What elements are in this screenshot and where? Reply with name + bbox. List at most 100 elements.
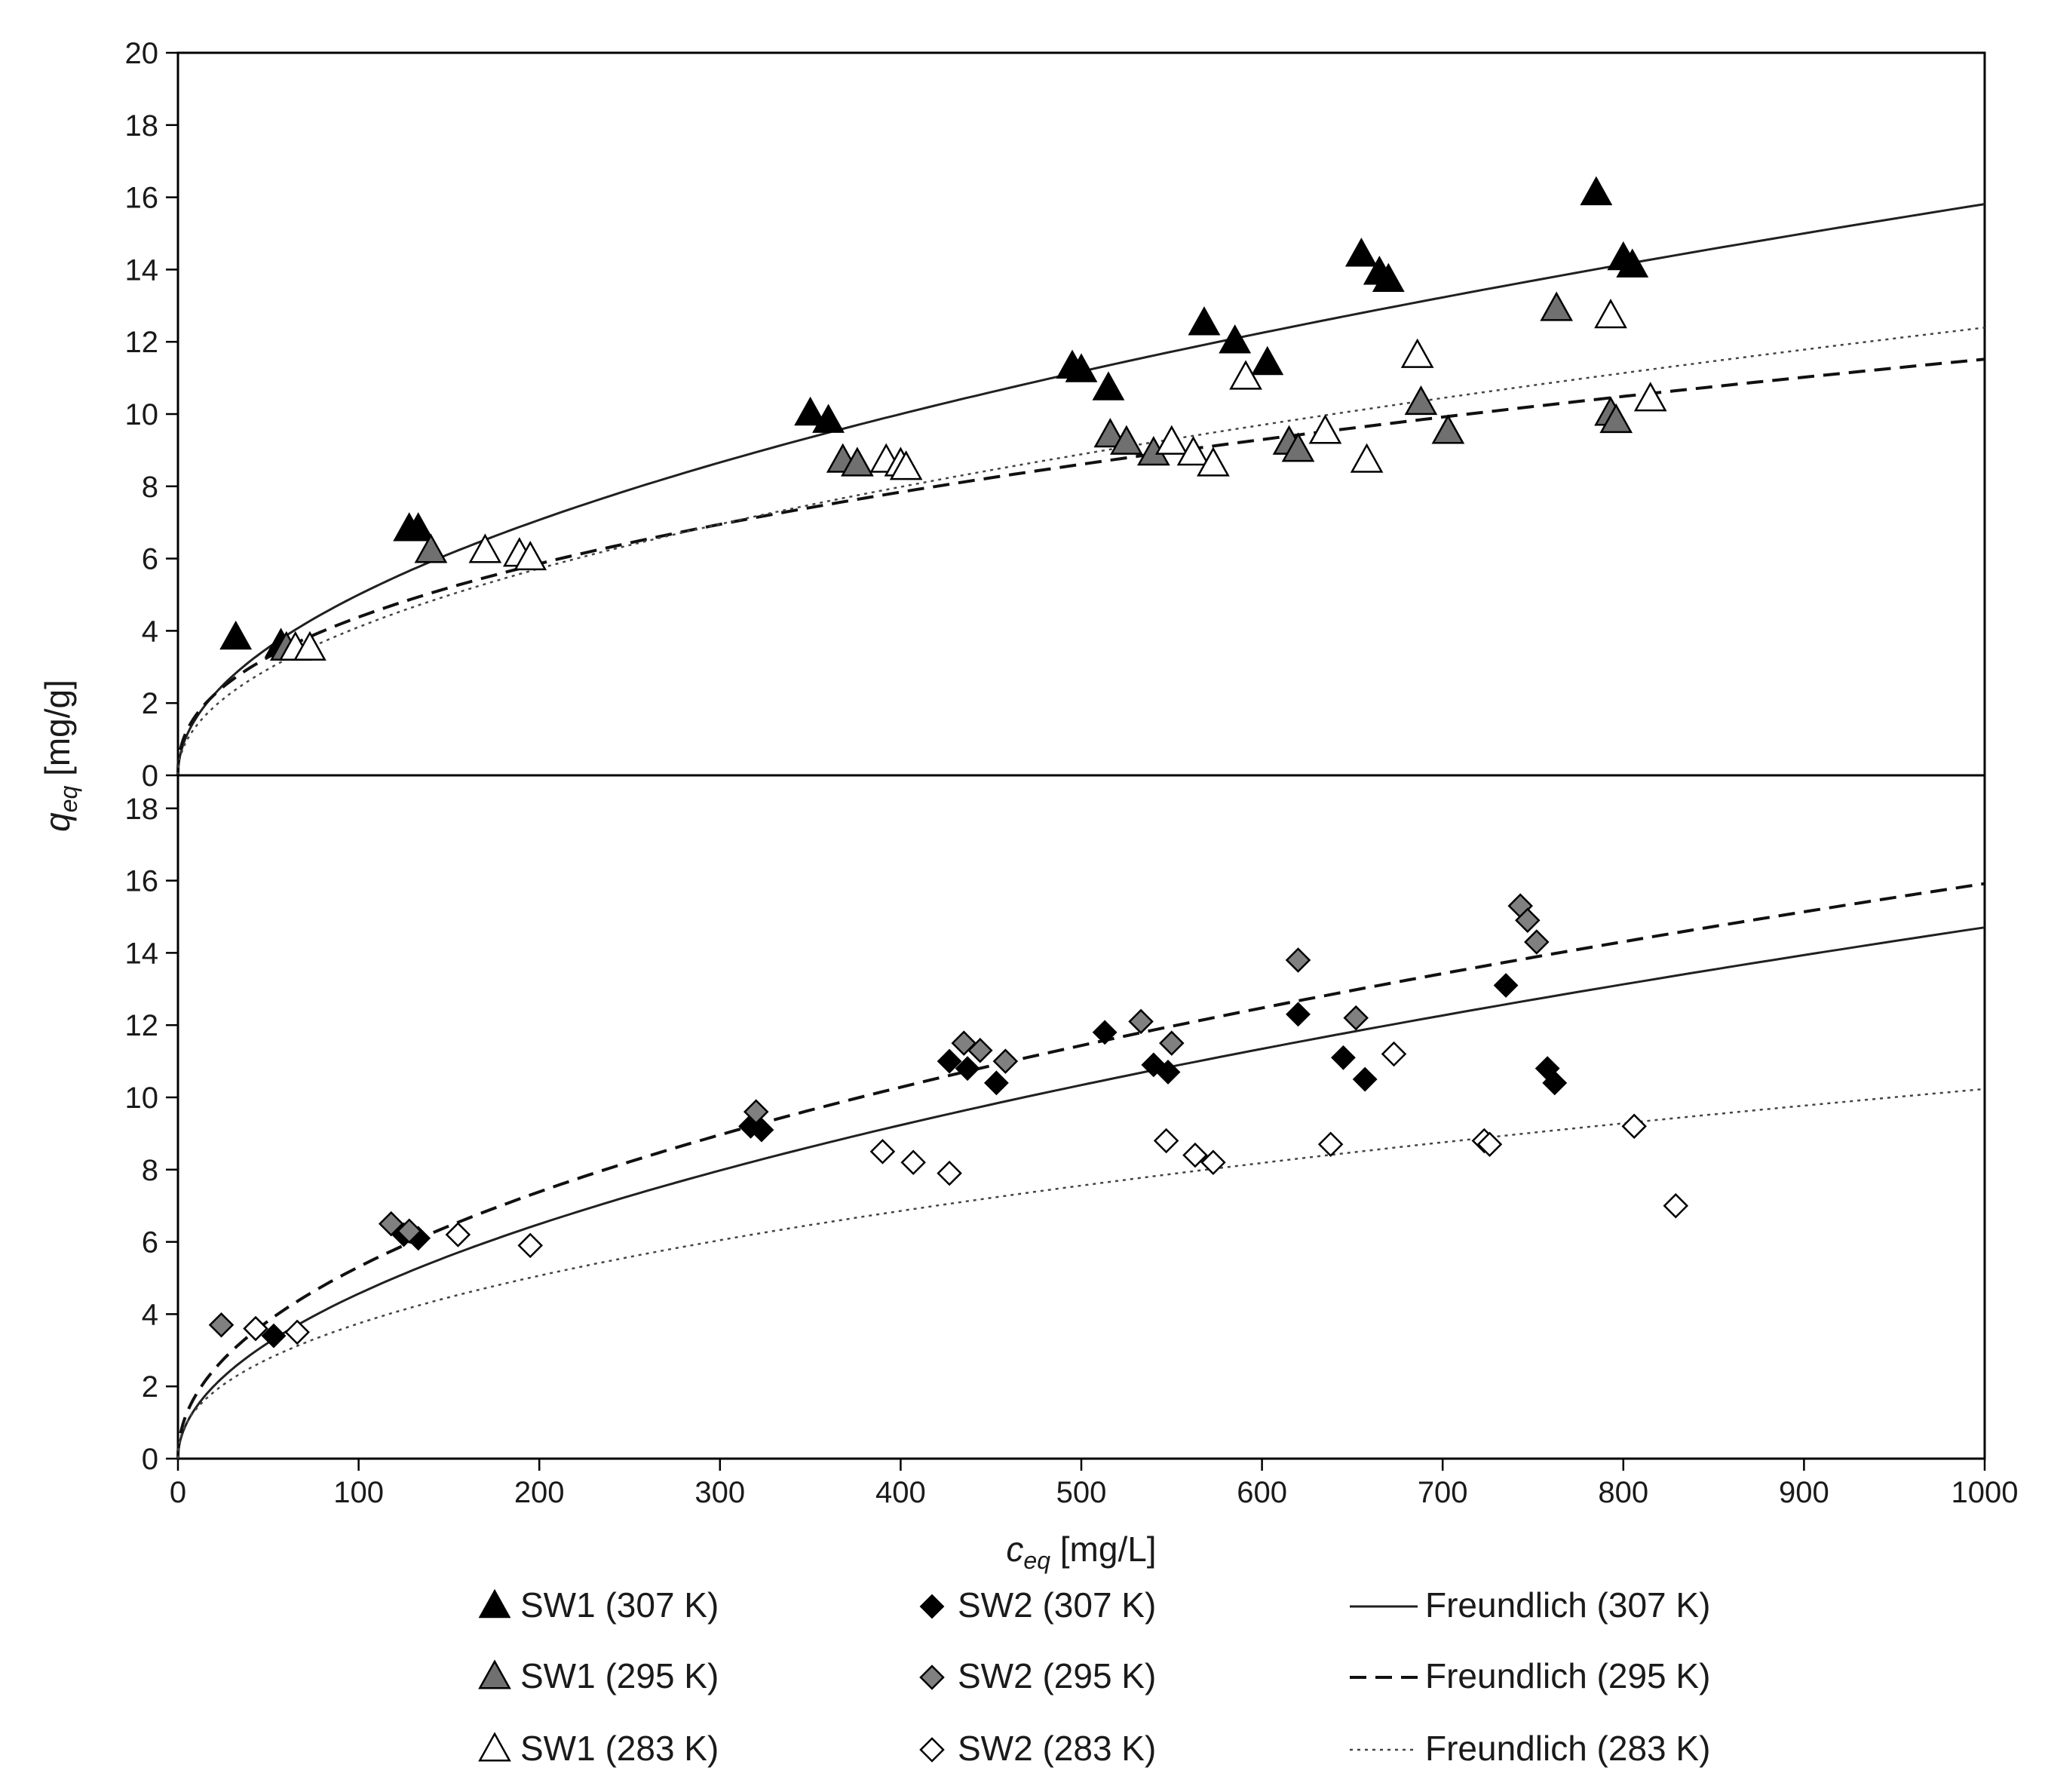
diamond-point: [1621, 1113, 1647, 1140]
diamond-point: [1153, 1128, 1179, 1154]
plot-frame-bottom: [176, 774, 1986, 1460]
y-tick-label: 12: [125, 326, 159, 359]
y-tick-label: 4: [142, 615, 158, 648]
diamond-point: [445, 1222, 471, 1247]
diamond-point: [937, 1048, 962, 1074]
diamond-point: [1182, 1142, 1208, 1168]
y-tick-label: 8: [142, 471, 158, 504]
x-tick-label: 900: [1779, 1476, 1829, 1509]
diamond-point: [955, 1056, 980, 1082]
triangle-point: [889, 450, 923, 480]
y-axis-title-main: q: [38, 812, 77, 832]
triangle-point: [1372, 262, 1405, 293]
plot-frame-top: [176, 51, 1986, 777]
diamond-point: [983, 1070, 1009, 1096]
diamond-point: [378, 1211, 404, 1237]
diamond-point: [900, 1149, 926, 1175]
triangle-point: [1594, 299, 1627, 329]
diamond-point: [869, 1139, 896, 1164]
y-tick-label: 14: [125, 253, 159, 287]
diamond-point: [1159, 1030, 1185, 1056]
x-axis-title-main: c: [1006, 1530, 1023, 1569]
y-axis-title-sub: eq: [55, 786, 82, 813]
triangle-point: [1344, 238, 1378, 267]
triangle-point: [414, 533, 448, 563]
y-axis-title-unit: [mg/g]: [38, 680, 77, 786]
triangle-point: [1110, 425, 1143, 455]
series-sw2-295-k-: [208, 893, 1550, 1338]
y-tick-label: 16: [125, 865, 159, 898]
x-tick-label: 300: [694, 1476, 745, 1509]
x-tick-label: 500: [1056, 1476, 1107, 1509]
diamond-point: [1542, 1070, 1568, 1096]
diamond-point: [243, 1315, 268, 1342]
x-tick-label: 1000: [1951, 1476, 2019, 1509]
y-tick-label: 2: [142, 1370, 158, 1404]
legend-swatch-triangle: [478, 1732, 511, 1762]
triangle-point: [1431, 414, 1465, 444]
x-tick-label: 200: [514, 1476, 565, 1509]
triangle-point: [1308, 414, 1342, 444]
fit-line-dotted: [176, 327, 1985, 776]
diamond-point: [937, 1160, 962, 1186]
triangle-point: [1219, 324, 1252, 354]
diamond-point: [743, 1099, 769, 1125]
diamond-point: [261, 1323, 287, 1349]
y-tick-label: 6: [142, 1226, 158, 1260]
triangle-point: [1229, 360, 1262, 390]
triangle-point: [1093, 418, 1127, 448]
legend: SW1 (307 K) SW1 (295 K) SW1 (283 K) SW2 (30…: [478, 1585, 1710, 1768]
diamond-point: [517, 1232, 543, 1259]
triangle-point: [1633, 382, 1667, 412]
y-tick-label: 12: [125, 1009, 159, 1042]
diamond-point: [1476, 1131, 1503, 1158]
triangle-point: [841, 446, 874, 477]
diamond-point: [967, 1037, 993, 1063]
legend-label: SW1 (295 K): [520, 1656, 719, 1695]
legend-swatch-diamond: [919, 1594, 945, 1619]
triangle-point: [293, 631, 327, 661]
diamond-point: [1155, 1060, 1181, 1085]
diamond-point: [1515, 907, 1541, 934]
triangle-point: [402, 512, 435, 542]
legend-label: Freundlich (283 K): [1425, 1729, 1710, 1768]
diamond-point: [1331, 1045, 1356, 1070]
legend-label: SW2 (283 K): [958, 1729, 1156, 1768]
x-tick-label: 800: [1598, 1476, 1648, 1509]
y-tick-label: 16: [125, 182, 159, 215]
diamond-point: [1343, 1005, 1369, 1031]
series-sw2-283-k-: [243, 1041, 1689, 1346]
triangle-point: [219, 620, 253, 650]
diamond-point: [1493, 973, 1519, 998]
fit-line-dashed: [176, 357, 1985, 776]
triangle-point: [514, 540, 547, 571]
triangle-point: [1251, 345, 1284, 376]
triangle-point: [812, 404, 845, 433]
y-tick-label: 18: [125, 793, 159, 826]
diamond-point: [1128, 1008, 1154, 1035]
triangle-point: [1580, 176, 1613, 206]
diamond-point: [1381, 1041, 1407, 1067]
diamond-point: [1286, 1002, 1311, 1027]
y-tick-label: 6: [142, 543, 158, 576]
y-tick-label: 0: [142, 1443, 158, 1476]
y-tick-label: 20: [125, 37, 159, 70]
triangle-point: [1154, 425, 1188, 455]
y-tick-label: 14: [125, 937, 159, 970]
diamond-point: [1285, 947, 1311, 973]
legend-label: SW2 (307 K): [958, 1585, 1156, 1625]
y-tick-label: 0: [142, 759, 158, 793]
triangle-point: [1188, 306, 1221, 336]
legend-label: Freundlich (307 K): [1425, 1585, 1710, 1625]
diamond-point: [1317, 1131, 1344, 1158]
panel-top: 0 2 4 6 8 10 12 14 16 18 20 qeq [mg/g]: [38, 37, 1986, 832]
legend-swatch-diamond: [919, 1737, 945, 1763]
legend-swatch-triangle: [478, 1659, 511, 1689]
y-tick-label: 8: [142, 1154, 158, 1187]
diamond-point: [396, 1218, 422, 1244]
y-tick-label: 18: [125, 109, 159, 143]
triangle-point: [1404, 385, 1438, 416]
fit-line-dashed: [176, 882, 1985, 1459]
y-tick-label: 10: [125, 398, 159, 431]
legend-label: SW2 (295 K): [958, 1656, 1156, 1695]
